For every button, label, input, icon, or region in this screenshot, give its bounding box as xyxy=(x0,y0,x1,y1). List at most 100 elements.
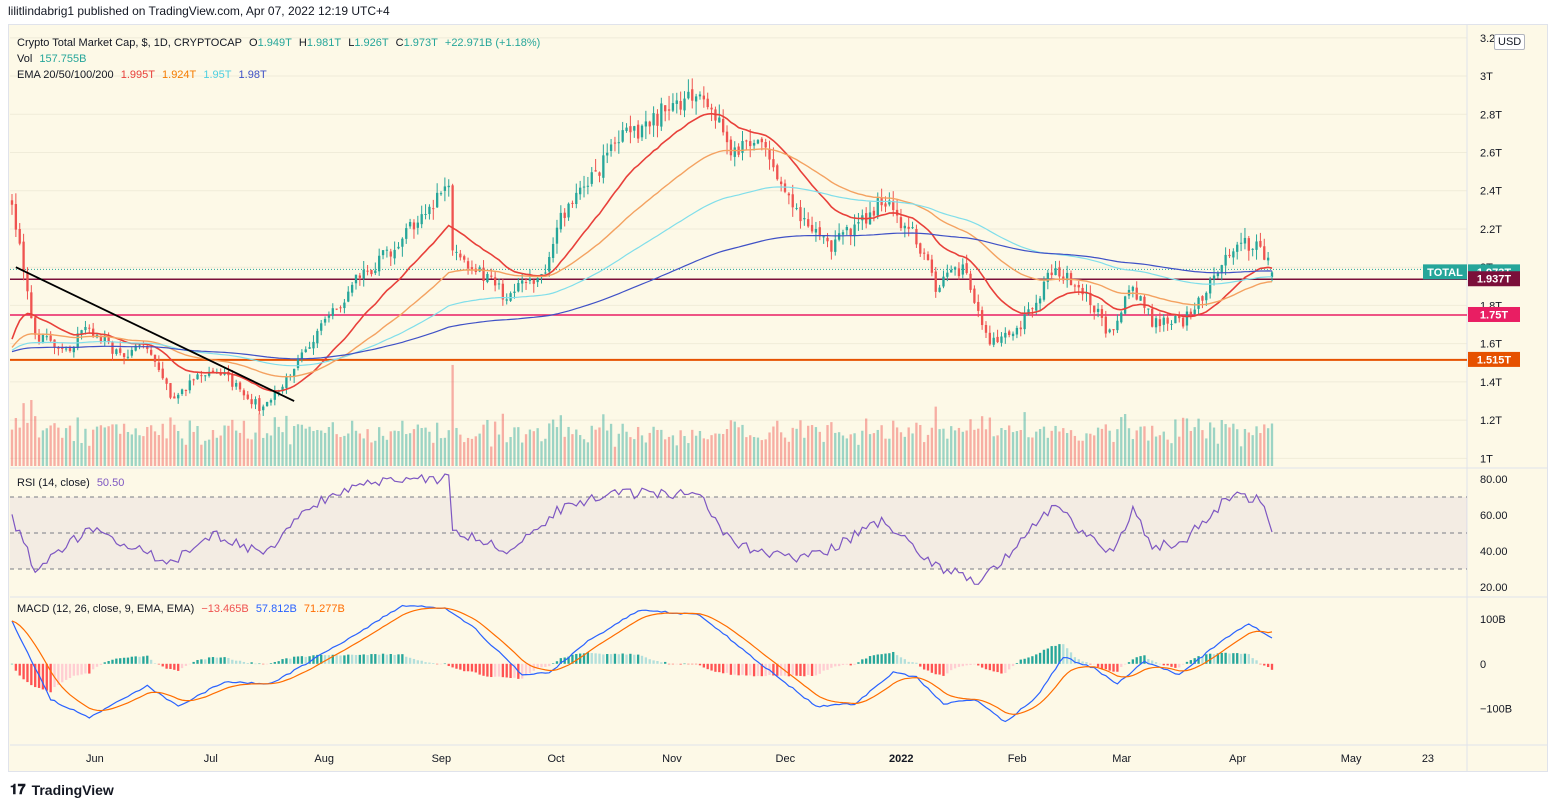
macd-histogram-bar xyxy=(764,663,767,677)
time-axis-label: Apr xyxy=(1229,753,1246,765)
candle-body xyxy=(200,375,203,377)
volume-bar xyxy=(470,438,474,466)
macd-histogram-bar xyxy=(339,655,342,664)
candle-body xyxy=(644,121,648,127)
ema-legend: EMA 20/50/100/200 1.995T 1.924T 1.95T 1.… xyxy=(17,69,271,81)
volume-bar xyxy=(262,437,265,466)
volume-bar xyxy=(729,420,733,466)
candle-body xyxy=(679,100,682,110)
macd-histogram-bar xyxy=(250,662,253,664)
macd-histogram-bar xyxy=(188,663,191,665)
volume-bar xyxy=(157,435,161,466)
volume-bar xyxy=(915,422,918,466)
candle-body xyxy=(609,144,613,151)
macd-histogram-bar xyxy=(115,658,118,664)
volume-bar xyxy=(478,433,481,466)
macd-histogram-bar xyxy=(725,663,729,673)
volume-bar xyxy=(710,435,713,466)
currency-button[interactable]: USD xyxy=(1494,34,1526,50)
volume-bar xyxy=(633,439,636,466)
candle-body xyxy=(745,140,748,142)
macd-histogram-bar xyxy=(265,663,269,665)
volume-bar xyxy=(130,434,133,466)
macd-histogram-bar xyxy=(1162,663,1165,666)
macd-histogram-bar xyxy=(1120,663,1123,667)
volume-bar xyxy=(563,436,566,466)
macd-histogram-bar xyxy=(845,663,849,665)
candle-body xyxy=(1255,241,1258,250)
macd-histogram-bar xyxy=(292,656,296,664)
volume-bar xyxy=(296,424,300,466)
macd-histogram-bar xyxy=(667,663,671,665)
candle-body xyxy=(455,251,458,253)
candle-body xyxy=(1154,318,1158,328)
candle-body xyxy=(957,268,961,277)
volume-bar xyxy=(698,430,702,466)
candle-body xyxy=(1035,302,1038,311)
volume-bar xyxy=(606,430,609,466)
candle-body xyxy=(544,272,547,274)
volume-bar xyxy=(459,434,462,466)
candle-body xyxy=(582,186,586,188)
volume-bar xyxy=(1131,439,1135,466)
volume-bar xyxy=(671,435,675,466)
volume-value: 157.755B xyxy=(39,53,87,65)
volume-bar xyxy=(1143,426,1146,466)
macd-histogram-bar xyxy=(107,661,110,664)
candle-body xyxy=(1189,311,1192,316)
macd-histogram-bar xyxy=(486,663,489,677)
volume-bar xyxy=(119,433,122,466)
macd-histogram-bar xyxy=(68,663,72,679)
time-axis-label: Dec xyxy=(776,753,796,765)
ema20-value: 1.995T xyxy=(120,69,155,81)
candle-body xyxy=(1216,273,1220,277)
volume-bar xyxy=(1123,414,1127,466)
macd-histogram-bar xyxy=(973,663,976,665)
volume-bar xyxy=(1093,435,1096,466)
candle-body xyxy=(435,192,439,208)
macd-histogram-bar xyxy=(281,659,284,664)
volume-bar xyxy=(849,434,852,466)
volume-bar xyxy=(1062,428,1065,466)
candle-body xyxy=(269,400,273,403)
macd-histogram-bar xyxy=(1143,655,1146,664)
macd-histogram-bar xyxy=(745,663,748,676)
macd-histogram-bar xyxy=(675,663,678,665)
volume-bar xyxy=(957,427,961,466)
volume-bar xyxy=(505,442,508,466)
macd-histogram-bar xyxy=(412,658,416,664)
volume-bar xyxy=(327,427,331,466)
volume-bar xyxy=(435,422,439,466)
candle-body xyxy=(1058,267,1061,277)
volume-bar xyxy=(664,439,667,466)
candle-body xyxy=(177,394,180,399)
grid xyxy=(10,25,1547,771)
volume-bar xyxy=(455,427,458,466)
volume-bar xyxy=(1085,433,1088,466)
candle-body xyxy=(857,222,860,224)
volume-bar xyxy=(323,432,327,466)
candle-body xyxy=(53,339,56,348)
macd-histogram-bar xyxy=(899,657,903,664)
ema50-line xyxy=(11,148,1273,378)
candle-body xyxy=(671,103,675,111)
candle-body xyxy=(911,227,914,229)
volume-bar xyxy=(277,426,280,466)
price-axis-label: 2.4T xyxy=(1480,186,1502,198)
ema-lines xyxy=(11,112,1273,392)
macd-histogram-bar xyxy=(99,663,103,665)
price-axis-label: 1.6T xyxy=(1480,339,1502,351)
volume-bar xyxy=(1108,430,1111,466)
candle-body xyxy=(648,121,651,127)
macd-histogram-bar xyxy=(401,654,404,664)
volume-bar xyxy=(772,426,775,466)
macd-histogram-bar xyxy=(1100,663,1104,669)
candle-body xyxy=(1046,272,1049,282)
macd-histogram-bar xyxy=(698,663,702,666)
volume-bar xyxy=(1154,436,1158,466)
volume-bar xyxy=(354,430,358,466)
candle-body xyxy=(1104,316,1107,334)
volume-bar xyxy=(1116,429,1119,466)
candle-body xyxy=(760,138,763,143)
